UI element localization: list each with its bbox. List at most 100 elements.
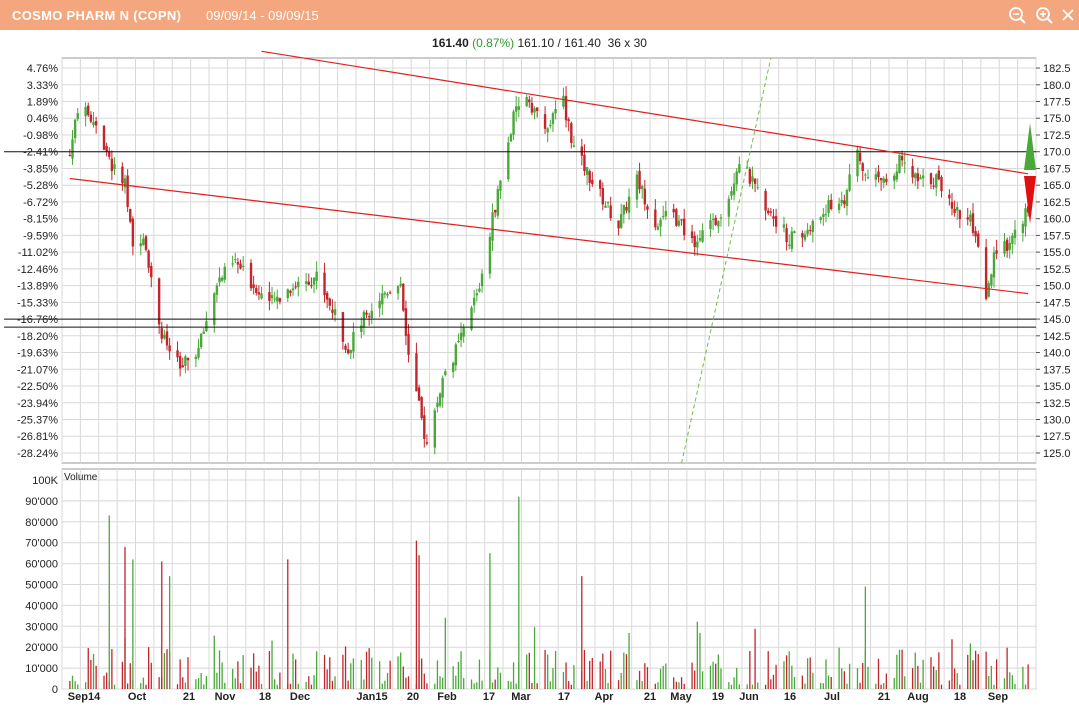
candle-body xyxy=(690,231,694,239)
candle-body xyxy=(286,289,289,299)
candle-body xyxy=(824,214,828,216)
candle-body xyxy=(830,199,833,210)
candle-body xyxy=(882,178,885,184)
candle-body xyxy=(444,371,447,375)
candle-body xyxy=(423,415,426,439)
candle-body xyxy=(365,312,368,315)
candle-body xyxy=(491,212,494,241)
candle-body xyxy=(879,178,883,181)
candle-body xyxy=(255,287,258,294)
candle-body xyxy=(921,175,925,179)
candle-body xyxy=(790,231,794,249)
candle-body xyxy=(619,214,623,228)
candle-body xyxy=(811,220,815,232)
candle-body xyxy=(168,345,171,352)
candle-body xyxy=(785,228,788,243)
candle-body xyxy=(916,173,920,182)
volume-tick-label: 0 xyxy=(52,684,58,696)
candle-body xyxy=(735,171,738,185)
candle-body xyxy=(488,236,492,274)
percent-tick-label: 1.89% xyxy=(27,97,58,109)
candle-body xyxy=(147,250,150,268)
candle-body xyxy=(194,356,198,360)
candle-body xyxy=(457,341,460,343)
candle-body xyxy=(580,146,584,156)
candle-body xyxy=(451,362,455,372)
x-tick-label: 21 xyxy=(644,691,656,703)
x-tick-label: Jan15 xyxy=(356,691,387,703)
candle-body xyxy=(181,365,184,368)
candle-body xyxy=(87,105,90,116)
price-tick-label: 140.0 xyxy=(1043,348,1071,360)
candle-body xyxy=(333,309,337,315)
zoom-in-icon[interactable] xyxy=(1034,5,1054,25)
candle-body xyxy=(160,328,163,339)
percent-tick-label: -11.02% xyxy=(18,247,58,259)
candle-body xyxy=(751,176,754,182)
candle-body xyxy=(659,219,662,227)
candle-body xyxy=(289,290,292,293)
candle-body xyxy=(858,152,862,162)
candle-body xyxy=(604,205,607,208)
candle-body xyxy=(344,345,347,350)
candle-body xyxy=(163,334,166,339)
candle-body xyxy=(953,208,956,214)
candle-body xyxy=(436,402,439,408)
candle-body xyxy=(89,114,93,122)
candle-body xyxy=(709,220,712,230)
down-arrow-icon xyxy=(1024,176,1036,224)
candle-body xyxy=(1008,242,1011,250)
candle-body xyxy=(929,173,933,185)
percent-tick-label: -21.07% xyxy=(17,364,58,376)
candle-body xyxy=(507,142,510,180)
candle-body xyxy=(433,410,436,448)
zoom-out-icon[interactable] xyxy=(1007,5,1027,25)
candle-body xyxy=(995,250,998,254)
close-icon[interactable] xyxy=(1058,5,1078,25)
candle-body xyxy=(304,281,308,284)
candle-body xyxy=(1003,241,1006,254)
candle-body xyxy=(911,166,914,178)
candle-body xyxy=(108,151,111,157)
price-tick-label: 167.5 xyxy=(1043,163,1071,175)
candle-body xyxy=(270,295,274,299)
candle-body xyxy=(307,281,310,285)
fan-line xyxy=(681,57,772,464)
candle-body xyxy=(932,185,935,187)
candle-body xyxy=(809,230,812,232)
candle-body xyxy=(417,387,421,401)
candle-body xyxy=(257,292,261,295)
percent-tick-label: -5.28% xyxy=(23,180,58,192)
candle-body xyxy=(753,178,757,184)
x-tick-label: Oct xyxy=(128,691,147,703)
candle-body xyxy=(940,176,943,192)
last-price: 161.40 xyxy=(432,36,469,50)
price-tick-label: 125.0 xyxy=(1043,448,1071,460)
candle-body xyxy=(772,216,775,219)
candle-body xyxy=(1013,229,1017,238)
price-tick-label: 155.0 xyxy=(1043,247,1071,259)
candle-body xyxy=(462,327,465,337)
candle-body xyxy=(144,236,148,250)
candle-body xyxy=(325,292,329,300)
candle-body xyxy=(1005,239,1009,251)
candle-body xyxy=(231,263,234,265)
candle-body xyxy=(223,266,226,280)
candle-body xyxy=(717,221,720,227)
candle-body xyxy=(533,108,536,113)
percent-tick-label: -15.33% xyxy=(17,297,58,309)
candle-body xyxy=(475,293,479,296)
candle-body xyxy=(656,226,660,230)
candle-body xyxy=(693,235,696,248)
candle-body xyxy=(205,321,208,332)
candle-body xyxy=(893,175,896,181)
candle-body xyxy=(399,283,402,287)
candle-body xyxy=(528,99,531,103)
candle-body xyxy=(241,265,245,267)
trendline xyxy=(69,177,1029,295)
candle-body xyxy=(525,97,528,107)
candle-body xyxy=(178,356,182,369)
candle-body xyxy=(950,201,954,209)
price-tick-label: 162.5 xyxy=(1043,197,1071,209)
